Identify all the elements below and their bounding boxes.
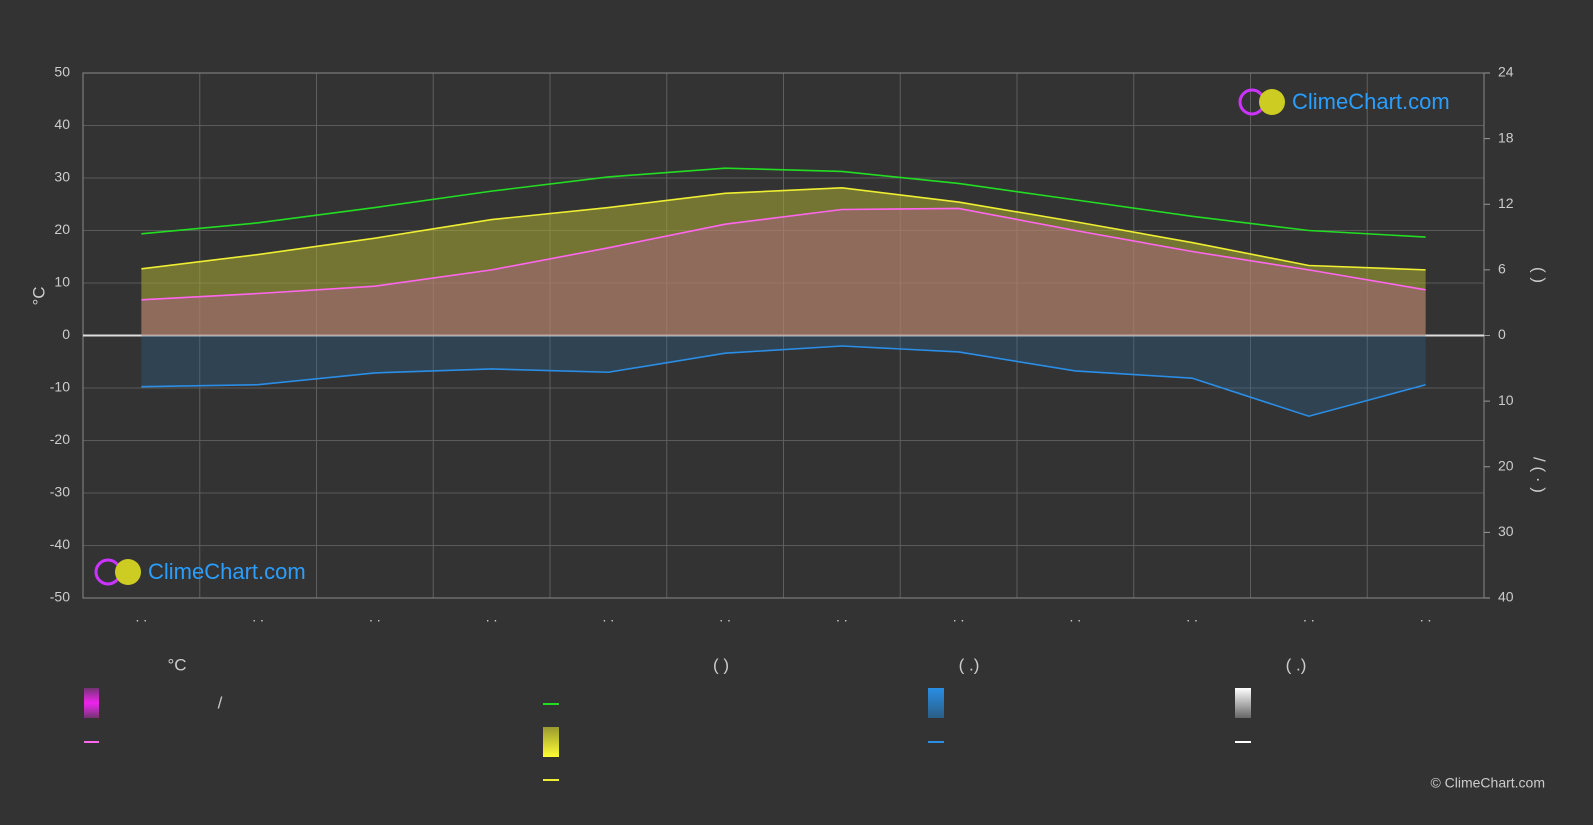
y-tick-label: -30 <box>50 484 70 500</box>
x-tick-label: . . <box>719 609 731 625</box>
x-tick-label: . . <box>953 609 965 625</box>
x-tick-label: . . <box>1420 609 1432 625</box>
logo-icon <box>1259 89 1285 115</box>
x-tick-label: . . <box>136 609 148 625</box>
y-axis-label: °C <box>29 286 48 305</box>
legend-swatch <box>543 727 559 757</box>
logo-text: ClimeChart.com <box>148 559 306 584</box>
y2-tick-label: 0 <box>1498 326 1506 342</box>
y3-tick-label: 20 <box>1498 457 1514 473</box>
x-tick-label: . . <box>486 609 498 625</box>
series-line <box>141 345 1426 418</box>
x-tick-label: . . <box>252 609 264 625</box>
y2-axis-label: ( ) <box>1530 267 1549 283</box>
y-tick-label: -50 <box>50 589 70 605</box>
y-tick-label: 10 <box>54 274 70 290</box>
copyright: © ClimeChart.com <box>1430 775 1545 791</box>
legend-swatch <box>84 688 99 718</box>
x-tick-label: . . <box>1303 609 1315 625</box>
y-tick-label: -40 <box>50 536 70 552</box>
logo-icon <box>115 559 141 585</box>
y2-tick-label: 24 <box>1498 64 1514 80</box>
y-tick-label: 20 <box>54 221 70 237</box>
x-tick-label: . . <box>1186 609 1198 625</box>
x-tick-label: . . <box>836 609 848 625</box>
y3-axis-label: / ( · ) <box>1530 457 1549 493</box>
y3-tick-label: 40 <box>1498 589 1514 605</box>
legend-header: ( ) <box>713 655 729 674</box>
y3-tick-label: 30 <box>1498 523 1514 539</box>
series-line <box>141 207 1426 301</box>
y-tick-label: 30 <box>54 169 70 185</box>
y-tick-label: 50 <box>54 64 70 80</box>
y-tick-label: 40 <box>54 116 70 132</box>
legend-swatches <box>84 688 1251 781</box>
x-tick-label: . . <box>369 609 381 625</box>
series-line <box>141 167 1426 238</box>
x-tick-label: . . <box>603 609 615 625</box>
series-area <box>141 208 1426 336</box>
legend-label: / <box>218 693 223 712</box>
logo-text: ClimeChart.com <box>1292 89 1450 114</box>
x-tick-label: . . <box>1070 609 1082 625</box>
legend-header: ( .) <box>1286 655 1307 674</box>
y3-tick-label: 10 <box>1498 392 1514 408</box>
legend-header: ( .) <box>959 655 980 674</box>
legend-swatch <box>1235 688 1251 718</box>
series-line <box>141 187 1426 271</box>
y2-tick-label: 6 <box>1498 261 1506 277</box>
y2-tick-label: 12 <box>1498 195 1514 211</box>
legend-swatch <box>928 688 944 718</box>
y-tick-label: -10 <box>50 379 70 395</box>
y2-tick-label: 18 <box>1498 129 1514 145</box>
y-tick-label: 0 <box>62 326 70 342</box>
y-tick-label: -20 <box>50 431 70 447</box>
legend-header: °C <box>167 655 186 674</box>
series-area <box>141 335 1426 417</box>
